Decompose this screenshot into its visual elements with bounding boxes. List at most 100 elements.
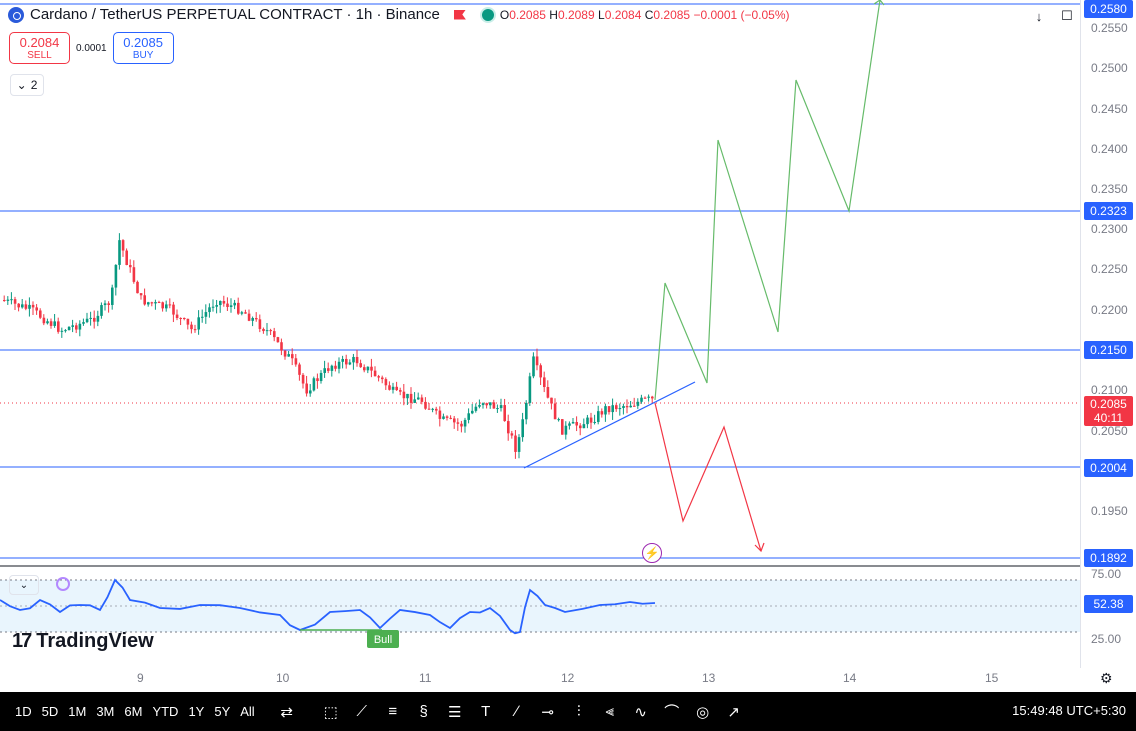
candle-body bbox=[478, 405, 481, 407]
date-range-icon[interactable]: ⇄ bbox=[280, 703, 293, 721]
brush-icon[interactable]: ∕ bbox=[515, 703, 518, 720]
candle-body bbox=[298, 364, 301, 375]
candle-body bbox=[600, 411, 604, 415]
timeframe-all[interactable]: All bbox=[240, 704, 255, 719]
candle-body bbox=[370, 366, 373, 371]
cardano-coin-icon bbox=[8, 6, 24, 23]
level-label: 0.2323 bbox=[1084, 202, 1133, 220]
candle-body bbox=[546, 387, 550, 398]
candle-body bbox=[305, 383, 308, 394]
candle-body bbox=[589, 417, 593, 423]
candle-body bbox=[575, 421, 578, 426]
candle-body bbox=[481, 403, 485, 406]
timeframe-6m[interactable]: 6M bbox=[124, 704, 143, 719]
candle-body bbox=[100, 305, 103, 316]
candle-body bbox=[269, 330, 272, 332]
pattern-icon[interactable]: § bbox=[419, 703, 428, 720]
candle-body bbox=[420, 397, 424, 402]
timeframe-1y[interactable]: 1Y bbox=[188, 704, 205, 719]
symbol-title[interactable]: Cardano / TetherUS PERPETUAL CONTRACT · … bbox=[30, 6, 440, 23]
tradingview-logo[interactable]: 17 TradingView bbox=[12, 630, 154, 653]
candle-body bbox=[21, 304, 24, 308]
timeframe-ytd[interactable]: YTD bbox=[152, 704, 179, 719]
bull-divergence-badge-bg bbox=[367, 630, 399, 648]
candle-body bbox=[438, 410, 442, 419]
candle-body bbox=[636, 401, 640, 406]
curve-icon[interactable]: ⌒ bbox=[664, 704, 680, 721]
time-axis[interactable]: 9 10 11 12 13 14 15 bbox=[0, 668, 1080, 692]
candle-body bbox=[557, 419, 560, 421]
fib-icon[interactable]: ≡ bbox=[388, 703, 398, 720]
lightning-icon[interactable]: ⚡ bbox=[642, 543, 662, 563]
candle-body bbox=[211, 306, 215, 308]
candle-body bbox=[395, 386, 398, 391]
candle-body bbox=[233, 302, 236, 306]
timeframe-3m[interactable]: 3M bbox=[96, 704, 115, 719]
candle-body bbox=[78, 323, 82, 330]
candle-body bbox=[237, 302, 240, 314]
candlestick-series bbox=[3, 233, 654, 459]
timeframe-1m[interactable]: 1M bbox=[68, 704, 87, 719]
price-tick: 0.2500 bbox=[1091, 61, 1128, 75]
level-label: 0.2580 bbox=[1084, 0, 1133, 18]
price-axis[interactable]: 0.2550 0.2500 0.2450 0.2400 0.2350 0.230… bbox=[1080, 0, 1136, 668]
timeframe-5d[interactable]: 5D bbox=[41, 704, 59, 719]
symbol-header: Cardano / TetherUS PERPETUAL CONTRACT · … bbox=[8, 6, 790, 23]
candle-body bbox=[485, 403, 488, 406]
current-price-label: 0.2085 40:11 bbox=[1084, 396, 1133, 426]
candle-body bbox=[111, 287, 114, 305]
candle-body bbox=[222, 301, 226, 304]
text-tool-icon[interactable]: T bbox=[481, 703, 491, 720]
candle-body bbox=[499, 405, 503, 409]
arrow-tool-icon[interactable]: ↗ bbox=[727, 703, 740, 721]
channel-icon[interactable]: ☰ bbox=[447, 703, 462, 721]
rsi-collapse-button[interactable]: ⌄ bbox=[9, 575, 39, 595]
candle-body bbox=[179, 317, 182, 319]
line-tool-icon[interactable]: ⟋ bbox=[356, 703, 367, 720]
timeframe-5y[interactable]: 5Y bbox=[214, 704, 231, 719]
candle-body bbox=[280, 342, 283, 351]
buy-button[interactable]: 0.2085 BUY bbox=[112, 32, 174, 64]
candle-body bbox=[67, 326, 71, 331]
candle-body bbox=[132, 267, 136, 282]
gear-icon[interactable]: ⚙ bbox=[1100, 670, 1113, 686]
candle-body bbox=[337, 361, 341, 369]
candle-body bbox=[255, 318, 258, 320]
candle-body bbox=[593, 421, 596, 423]
long-position-icon[interactable]: ⫶ bbox=[576, 703, 581, 720]
candle-body bbox=[53, 321, 56, 326]
arrow-down-icon[interactable]: ↓ bbox=[1035, 8, 1043, 24]
candle-body bbox=[352, 356, 355, 363]
candle-body bbox=[345, 358, 348, 365]
sell-button[interactable]: 0.2084 SELL bbox=[9, 32, 70, 64]
select-rect-icon[interactable]: ⬚ bbox=[323, 703, 338, 721]
candle-body bbox=[607, 406, 611, 413]
candle-body bbox=[31, 304, 35, 308]
timeframe-1d[interactable]: 1D bbox=[15, 704, 32, 719]
bearish-projection-arrowhead bbox=[754, 542, 765, 553]
candle-body bbox=[309, 390, 312, 394]
tradingview-logo-icon: 17 bbox=[12, 630, 32, 652]
candle-body bbox=[611, 405, 614, 413]
candle-body bbox=[107, 303, 110, 305]
candle-body bbox=[136, 281, 139, 294]
maximize-icon[interactable]: ☐ bbox=[1061, 8, 1073, 23]
price-chart[interactable]: Bull bbox=[0, 0, 1080, 668]
price-tick: 0.2450 bbox=[1091, 102, 1128, 116]
candle-body bbox=[161, 302, 164, 309]
path-icon[interactable]: ∿ bbox=[634, 703, 647, 721]
candle-body bbox=[503, 405, 506, 422]
indicators-toggle[interactable]: ⌄ 2 bbox=[10, 74, 44, 96]
short-position-icon[interactable]: ⫷ bbox=[605, 703, 614, 720]
flag-icon[interactable] bbox=[453, 9, 466, 20]
candle-body bbox=[121, 240, 125, 251]
eye-tool-icon[interactable]: ◎ bbox=[696, 703, 710, 721]
candle-body bbox=[6, 299, 10, 301]
price-tick: 0.2250 bbox=[1091, 262, 1128, 276]
pitchfork-icon[interactable]: ⊸ bbox=[541, 703, 554, 721]
candle-body bbox=[35, 307, 38, 311]
candle-body bbox=[147, 302, 150, 305]
candle-body bbox=[528, 376, 532, 403]
clock[interactable]: 15:49:48 UTC+5:30 bbox=[1012, 703, 1126, 718]
candle-body bbox=[582, 424, 586, 429]
